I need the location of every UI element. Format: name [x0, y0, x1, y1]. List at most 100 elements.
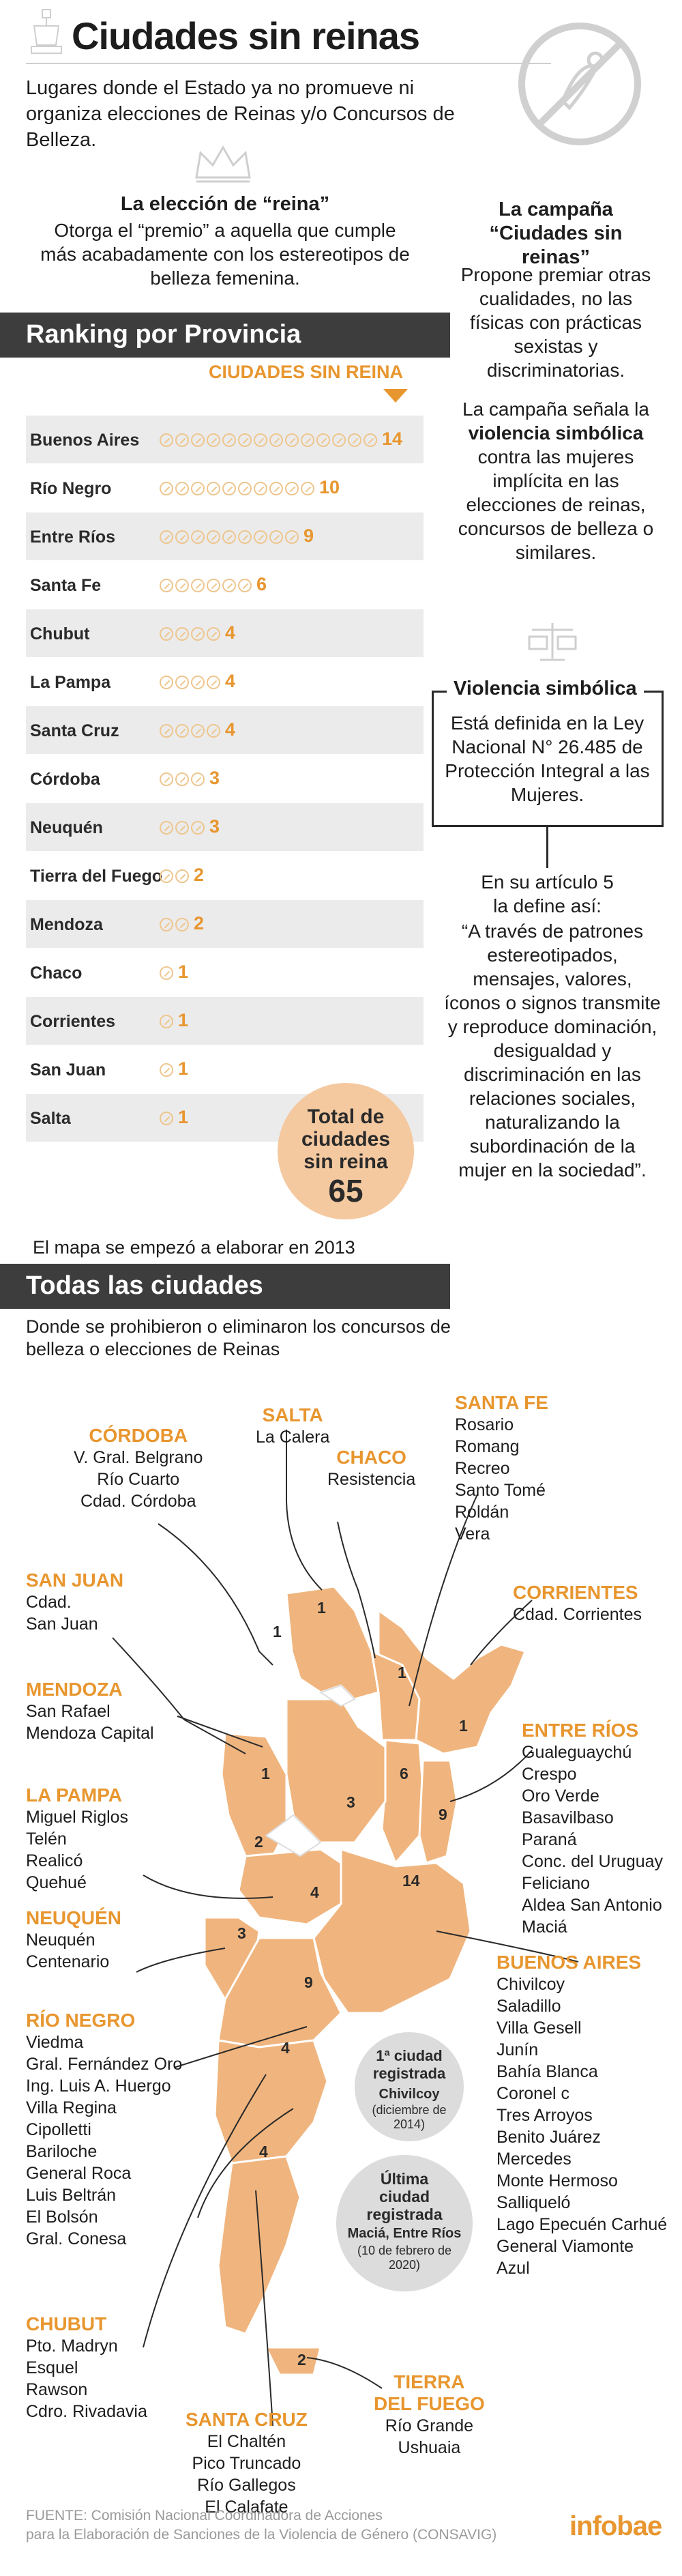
- ranking-bar: [160, 480, 316, 497]
- ranking-row: Río Negro 10: [26, 464, 424, 512]
- ranking-row: Entre Ríos 9: [26, 512, 424, 560]
- article-intro: En su artículo 5 la define así:: [481, 871, 614, 916]
- count-neuquen: 3: [237, 1924, 246, 1942]
- ranking-bar: [160, 771, 207, 787]
- caret-down-icon: [383, 389, 408, 403]
- ranking-province-name: Córdoba: [30, 770, 100, 789]
- crown-mark-icon: [160, 627, 173, 641]
- ranking-value: 2: [194, 913, 205, 934]
- province-chubut: [213, 2039, 329, 2165]
- map-start-note: El mapa se empezó a elaborar en 2013: [33, 1237, 355, 1258]
- crown-mark-icon: [175, 869, 189, 883]
- first-city-name: Chivilcoy: [379, 2087, 440, 2102]
- ranking-row: Tierra del Fuego 2: [26, 852, 424, 899]
- count-la-pampa-b: 4: [310, 1883, 319, 1901]
- total-circle: [278, 1083, 414, 1219]
- ranking-province-name: Chaco: [30, 964, 83, 983]
- ranking-row: Corrientes 1: [26, 997, 424, 1045]
- count-tierra-del-fuego: 2: [297, 2351, 306, 2369]
- label-santa-cruz: SANTA CRUZ El Chaltén Pico Truncado Río …: [186, 2409, 308, 2517]
- crown-mark-icon: [364, 433, 377, 447]
- crown-mark-icon: [238, 579, 252, 592]
- ranking-value: 1: [178, 1058, 189, 1079]
- crown-mark-icon: [160, 482, 173, 495]
- ranking-province-name: Buenos Aires: [30, 431, 140, 450]
- count-cordoba: 3: [346, 1793, 355, 1811]
- crown-mark-icon: [175, 627, 189, 641]
- ranking-bar: [160, 674, 222, 691]
- ranking-heading-bar: Ranking por Provincia: [0, 313, 450, 358]
- crown-mark-icon: [254, 482, 267, 495]
- crown-mark-icon: [175, 918, 189, 931]
- source-note: FUENTE: Comisión Nacional Coordinadora d…: [26, 2508, 497, 2543]
- count-san-juan: 1: [398, 1664, 406, 1681]
- crown-mark-icon: [160, 530, 173, 544]
- crown-mark-icon: [207, 482, 220, 495]
- ranking-bar: [160, 626, 222, 642]
- ranking-province-name: Santa Cruz: [30, 721, 119, 740]
- title-divider: [26, 63, 551, 64]
- crown-mark-icon: [175, 530, 189, 544]
- ranking-bar: [160, 723, 222, 739]
- crown-mark-icon: [160, 1112, 173, 1125]
- province-cordoba: [285, 1698, 387, 1844]
- ranking-province-name: Salta: [30, 1109, 71, 1128]
- province-blank-2: [265, 1814, 322, 1857]
- crown-mark-icon: [191, 530, 205, 544]
- label-rio-negro: RÍO NEGRO Viedma Gral. Fernández Oro Ing…: [26, 2010, 183, 2248]
- ranking-row: Chaco 1: [26, 949, 424, 996]
- ranking-bar: [160, 916, 191, 933]
- last-city-date: (10 de febrero de 2020): [357, 2244, 452, 2272]
- last-city-badge: [336, 2155, 473, 2291]
- violence-connector: [546, 827, 548, 868]
- ranking-province-name: Chubut: [30, 624, 90, 643]
- crown-mark-icon: [160, 1015, 173, 1028]
- label-chubut: CHUBUT Pto. Madryn Esquel Rawson Cdro. R…: [26, 2313, 147, 2421]
- province-chaco: [370, 1650, 421, 1741]
- crown-mark-icon: [207, 724, 220, 738]
- ranking-value: 1: [178, 1107, 189, 1127]
- count-salta: 1: [317, 1599, 326, 1617]
- ranking-heading: Ranking por Provincia: [26, 320, 301, 349]
- violence-heading: Violencia simbólica: [447, 678, 644, 700]
- ranking-row: Santa Cruz 4: [26, 706, 424, 754]
- crown-mark-icon: [191, 627, 205, 641]
- crown-mark-icon: [175, 676, 189, 689]
- province-la-pampa: [237, 1848, 342, 1926]
- ranking-province-name: Corrientes: [30, 1012, 116, 1031]
- ranking-value: 2: [194, 865, 205, 885]
- crown-stand-icon: [31, 9, 62, 54]
- map-heading: Todas las ciudades: [26, 1271, 263, 1300]
- ranking-province-name: San Juan: [30, 1060, 106, 1080]
- crown-mark-icon: [285, 482, 299, 495]
- last-city-title: Última ciudad registrada: [366, 2170, 443, 2223]
- ranking-value: 14: [382, 429, 403, 449]
- crown-mark-icon: [207, 433, 220, 447]
- province-blank-1: [318, 1684, 356, 1707]
- crown-mark-icon: [301, 433, 314, 447]
- crown-icon: [195, 145, 251, 183]
- ranking-row: Buenos Aires 14: [26, 416, 424, 463]
- brand-logo: infobae: [569, 2511, 662, 2541]
- label-salta: SALTA La Calera: [256, 1404, 330, 1447]
- count-mendoza: 1: [261, 1765, 270, 1782]
- crown-mark-icon: [191, 724, 205, 738]
- total-label: Total de ciudades sin reina: [301, 1105, 391, 1173]
- crown-mark-icon: [160, 918, 173, 931]
- crown-mark-icon: [285, 433, 299, 447]
- label-corrientes: CORRIENTES Cdad. Corrientes: [513, 1582, 642, 1624]
- crown-mark-icon: [269, 482, 283, 495]
- total-value: 65: [328, 1173, 364, 1209]
- ranking-bar: [160, 432, 379, 448]
- province-entre-rios: [418, 1759, 458, 1864]
- crown-mark-icon: [191, 482, 205, 495]
- ranking-bar: [160, 1110, 175, 1127]
- campaign-text: Propone premiar otras cualidades, no las…: [460, 264, 651, 381]
- ranking-bar: [160, 965, 175, 981]
- label-buenos-aires: BUENOS AIRES Chivilcoy Saladillo Villa G…: [496, 1952, 668, 2278]
- ranking-province-name: Santa Fe: [30, 576, 102, 595]
- province-santa-fe: [381, 1739, 424, 1864]
- ranking-column-label: CIUDADES SIN REINA: [209, 362, 404, 382]
- crown-mark-icon: [269, 433, 283, 447]
